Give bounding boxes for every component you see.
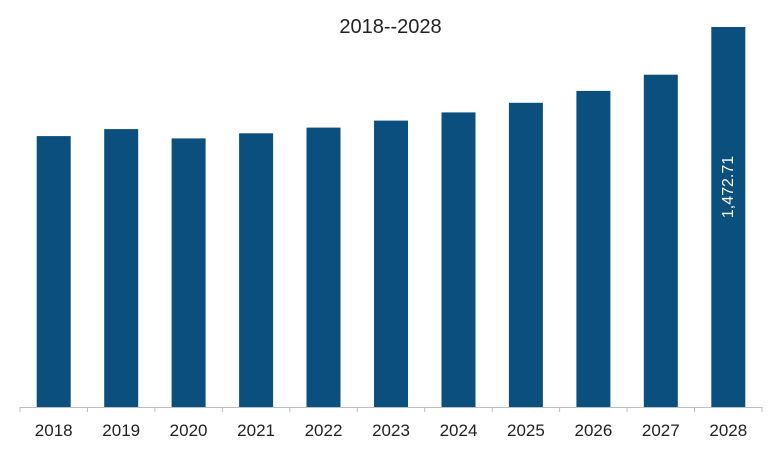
- x-axis: [19, 407, 763, 412]
- x-tick-label-2028: 2028: [709, 421, 747, 440]
- bar-2023: [374, 120, 408, 407]
- x-tick-label-2023: 2023: [372, 421, 410, 440]
- bar-2021: [239, 133, 274, 408]
- bar-2019: [104, 129, 139, 407]
- bar-2028: [711, 27, 746, 407]
- bar-2022: [306, 127, 341, 407]
- x-tick-label-2021: 2021: [237, 421, 275, 440]
- x-tick-label-2019: 2019: [102, 421, 140, 440]
- bar-2026: [576, 90, 611, 408]
- bar-2024: [441, 112, 476, 408]
- data-label-2028: 1,472.71: [720, 156, 737, 218]
- x-tick-label-2025: 2025: [507, 421, 545, 440]
- bar-2018: [36, 136, 71, 407]
- x-tick-label-2020: 2020: [170, 421, 208, 440]
- x-tick-label-2027: 2027: [642, 421, 680, 440]
- bars-group: [36, 27, 746, 408]
- bar-2020: [171, 138, 206, 407]
- bar-2027: [643, 74, 678, 407]
- x-tick-label-2022: 2022: [305, 421, 343, 440]
- bar-2025: [508, 102, 543, 408]
- x-tick-label-2026: 2026: [574, 421, 612, 440]
- x-tick-label-2024: 2024: [440, 421, 478, 440]
- x-tick-labels: 2018 2019 2020 2021 2022 2023 2024 2025 2026 2027…: [35, 421, 747, 440]
- data-labels: 1,472.71: [720, 156, 737, 218]
- chart-title: 2018--2028: [339, 16, 442, 38]
- x-tick-label-2018: 2018: [35, 421, 73, 440]
